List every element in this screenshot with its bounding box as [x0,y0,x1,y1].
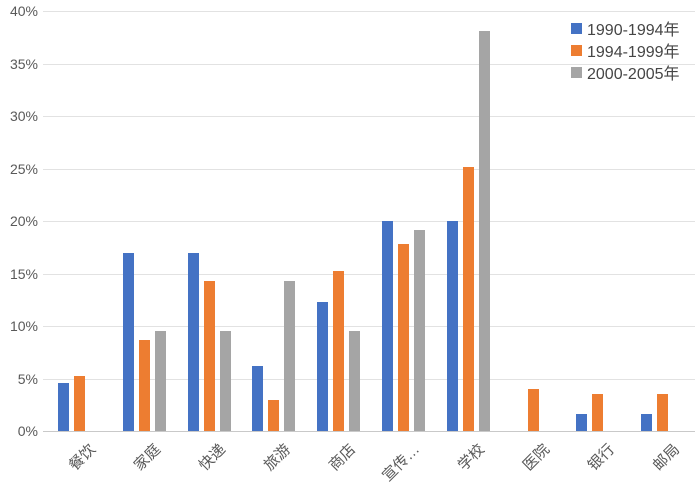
bar [203,280,215,431]
legend-label: 2000-2005年 [587,66,680,83]
y-tick-label: 35% [9,55,38,72]
legend-marker-icon [571,66,582,78]
legend-item: 1994-1999年 [571,39,680,61]
bar [154,331,166,431]
x-category-label: 餐饮 [66,441,100,475]
bar [187,252,199,431]
bar [397,244,409,431]
bar [462,167,474,431]
legend-marker-icon [571,44,582,56]
gridline [43,63,695,65]
x-category-label: 快递 [195,441,230,475]
bar [592,394,604,431]
y-tick-label: 15% [9,265,38,282]
bar [333,271,345,431]
gridline [43,11,695,12]
bar [122,252,134,431]
legend-item: 2000-2005年 [571,61,680,83]
bar [413,230,425,431]
gridline [43,273,695,275]
bar [73,376,85,431]
bar [57,382,69,431]
gridline [43,378,695,380]
bar [527,389,539,431]
x-category-label: 银行 [584,441,618,475]
gridline [43,168,695,170]
x-category-label: 宣传… [379,441,424,485]
bar [219,331,231,431]
y-tick-label: 0% [17,423,38,439]
legend-item: 1990-1994年 [571,17,680,39]
x-category-label: 学校 [454,441,489,475]
x-category-label: 邮局 [649,441,683,475]
x-category-label: 商店 [325,441,359,475]
legend: 1990-1994年 1994-1999年 2000-2005年 [571,17,680,83]
x-category-label: 家庭 [130,441,165,475]
bar [657,394,669,431]
bar [446,221,458,431]
y-tick-label: 5% [17,370,38,387]
x-category-label: 医院 [519,441,554,475]
bar [138,339,150,431]
y-tick-label: 40% [9,3,38,19]
legend-marker-icon [571,22,582,34]
y-tick-label: 30% [9,108,38,124]
gridline [43,221,695,222]
bar [381,221,393,431]
bar [252,365,264,431]
y-tick-label: 20% [9,213,38,229]
x-axis-baseline [43,431,695,432]
legend-label: 1994-1999年 [587,44,680,61]
legend-label: 1990-1994年 [587,22,680,39]
bar [576,414,588,431]
bar [349,331,361,431]
bar [268,399,280,431]
y-tick-label: 25% [9,160,38,177]
bar [641,414,653,431]
bar [284,280,296,431]
x-category-label: 旅游 [260,441,294,475]
bar [478,30,490,431]
bar [317,301,329,431]
y-tick-label: 10% [9,318,38,334]
gridline [43,116,695,117]
gridline [43,326,695,327]
